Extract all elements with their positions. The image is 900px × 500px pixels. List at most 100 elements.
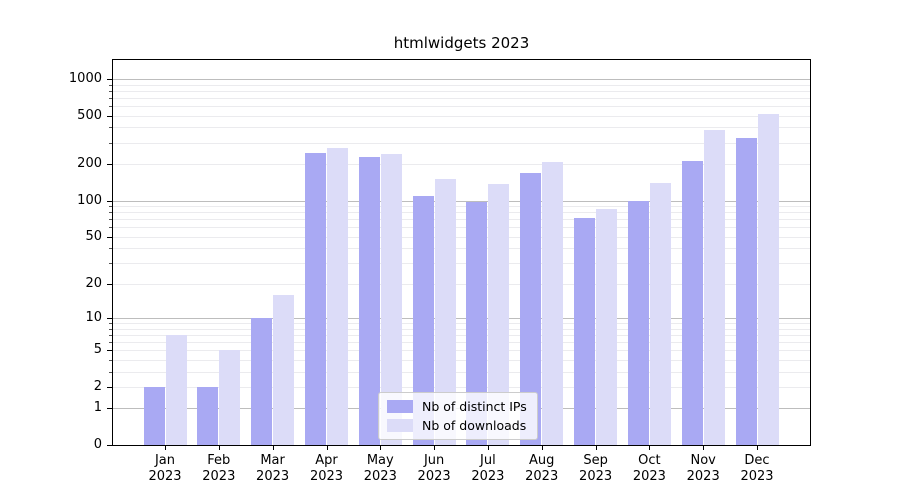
y-tick-0 [107, 445, 112, 446]
bar-jun-ips [412, 195, 434, 445]
legend-swatch-downloads [387, 419, 413, 432]
gridline-minor-4 [113, 359, 810, 361]
y-minortick-600 [109, 106, 112, 107]
gridline-minor-7 [113, 334, 810, 336]
y-minortick-70 [109, 219, 112, 221]
y-minortick-4 [109, 359, 112, 361]
gridline-minor-900 [113, 84, 810, 86]
y-minortick-60 [109, 227, 112, 229]
bar-aug-ips [520, 172, 542, 445]
gridline-minor-70 [113, 219, 810, 221]
gridline-minor-50 [113, 236, 810, 238]
left-spine [112, 59, 113, 446]
y-minortick-80 [109, 212, 112, 214]
bar-sep-ips [574, 217, 596, 445]
x-tick-apr [326, 446, 328, 450]
y-tick-label-200: 200 [77, 156, 102, 171]
bar-mar-ips [251, 317, 273, 445]
plot-area [113, 60, 810, 445]
bottom-spine [112, 445, 811, 446]
bar-dec-downloads [757, 113, 779, 445]
x-tick-jul [487, 446, 489, 450]
gridline-minor-300 [113, 142, 810, 144]
gridline-major-10 [113, 317, 810, 319]
gridline-minor-60 [113, 227, 810, 229]
y-tick-20 [107, 283, 112, 285]
legend-item-downloads: Nb of downloads [387, 418, 527, 433]
gridline-major-1000 [113, 78, 810, 80]
x-tick-label-dec: Dec 2023 [740, 453, 774, 484]
x-tick-label-mar: Mar 2023 [256, 453, 290, 484]
y-minortick-3 [109, 371, 112, 373]
gridline-minor-9 [113, 323, 810, 324]
y-minortick-400 [109, 127, 112, 129]
bar-jul-downloads [488, 183, 510, 445]
gridline-minor-2 [113, 386, 810, 388]
y-minortick-7 [109, 334, 112, 336]
x-tick-may [380, 446, 382, 450]
y-tick-5 [107, 350, 112, 352]
gridline-major-100 [113, 200, 810, 202]
y-minortick-9 [109, 323, 112, 324]
bar-may-ips [358, 157, 380, 445]
x-tick-label-aug: Aug 2023 [525, 453, 559, 484]
y-minortick-800 [109, 90, 112, 92]
y-tick-label-2: 2 [93, 378, 102, 394]
legend: Nb of distinct IPs Nb of downloads [378, 392, 538, 440]
gridline-minor-800 [113, 90, 810, 92]
bar-sep-downloads [596, 209, 618, 445]
gridline-minor-90 [113, 206, 810, 207]
x-tick-sep [595, 446, 597, 450]
bar-feb-ips [197, 386, 219, 445]
bar-dec-ips [735, 138, 757, 445]
x-tick-feb [218, 446, 220, 450]
y-tick-100 [107, 200, 112, 202]
x-tick-label-jan: Jan 2023 [148, 453, 182, 484]
gridline-minor-6 [113, 341, 810, 343]
bar-jul-ips [466, 201, 488, 445]
x-tick-jan [165, 446, 166, 450]
bar-aug-downloads [542, 162, 564, 445]
x-tick-aug [541, 446, 543, 450]
gridline-minor-600 [113, 106, 810, 107]
y-minortick-700 [109, 97, 112, 99]
y-tick-label-10: 10 [85, 309, 102, 325]
y-tick-500 [107, 115, 112, 117]
x-tick-label-jun: Jun 2023 [417, 453, 451, 484]
gridline-minor-700 [113, 97, 810, 99]
chart-title: htmlwidgets 2023 [393, 34, 530, 52]
y-tick-label-20: 20 [85, 275, 102, 291]
bar-mar-downloads [273, 294, 295, 445]
gridline-minor-30 [113, 263, 810, 264]
y-tick-1 [107, 408, 112, 410]
bar-oct-downloads [649, 182, 671, 445]
x-tick-label-oct: Oct 2023 [632, 453, 666, 484]
y-tick-10 [107, 317, 112, 319]
x-tick-label-nov: Nov 2023 [686, 453, 720, 484]
x-tick-jun [434, 446, 436, 450]
top-spine [112, 59, 811, 60]
gridline-minor-400 [113, 127, 810, 129]
bar-apr-ips [305, 152, 326, 445]
y-minortick-40 [109, 248, 112, 250]
gridline-minor-20 [113, 283, 810, 285]
x-tick-label-feb: Feb 2023 [202, 453, 236, 484]
bar-jun-downloads [434, 179, 456, 445]
y-tick-2 [107, 386, 112, 388]
x-tick-mar [272, 446, 274, 450]
legend-label-downloads: Nb of downloads [422, 418, 527, 433]
y-minortick-900 [109, 84, 112, 86]
y-tick-label-1: 1 [93, 400, 102, 416]
bar-jan-downloads [165, 334, 187, 445]
right-spine [810, 59, 811, 446]
gridline-minor-40 [113, 248, 810, 250]
y-minortick-90 [109, 206, 112, 207]
x-tick-oct [649, 446, 651, 450]
legend-label-distinct-ips: Nb of distinct IPs [422, 399, 527, 414]
legend-item-distinct-ips: Nb of distinct IPs [387, 399, 527, 414]
gridline-minor-500 [113, 115, 810, 117]
y-minortick-8 [109, 328, 112, 330]
bar-oct-ips [627, 200, 649, 445]
x-tick-dec [757, 446, 758, 450]
